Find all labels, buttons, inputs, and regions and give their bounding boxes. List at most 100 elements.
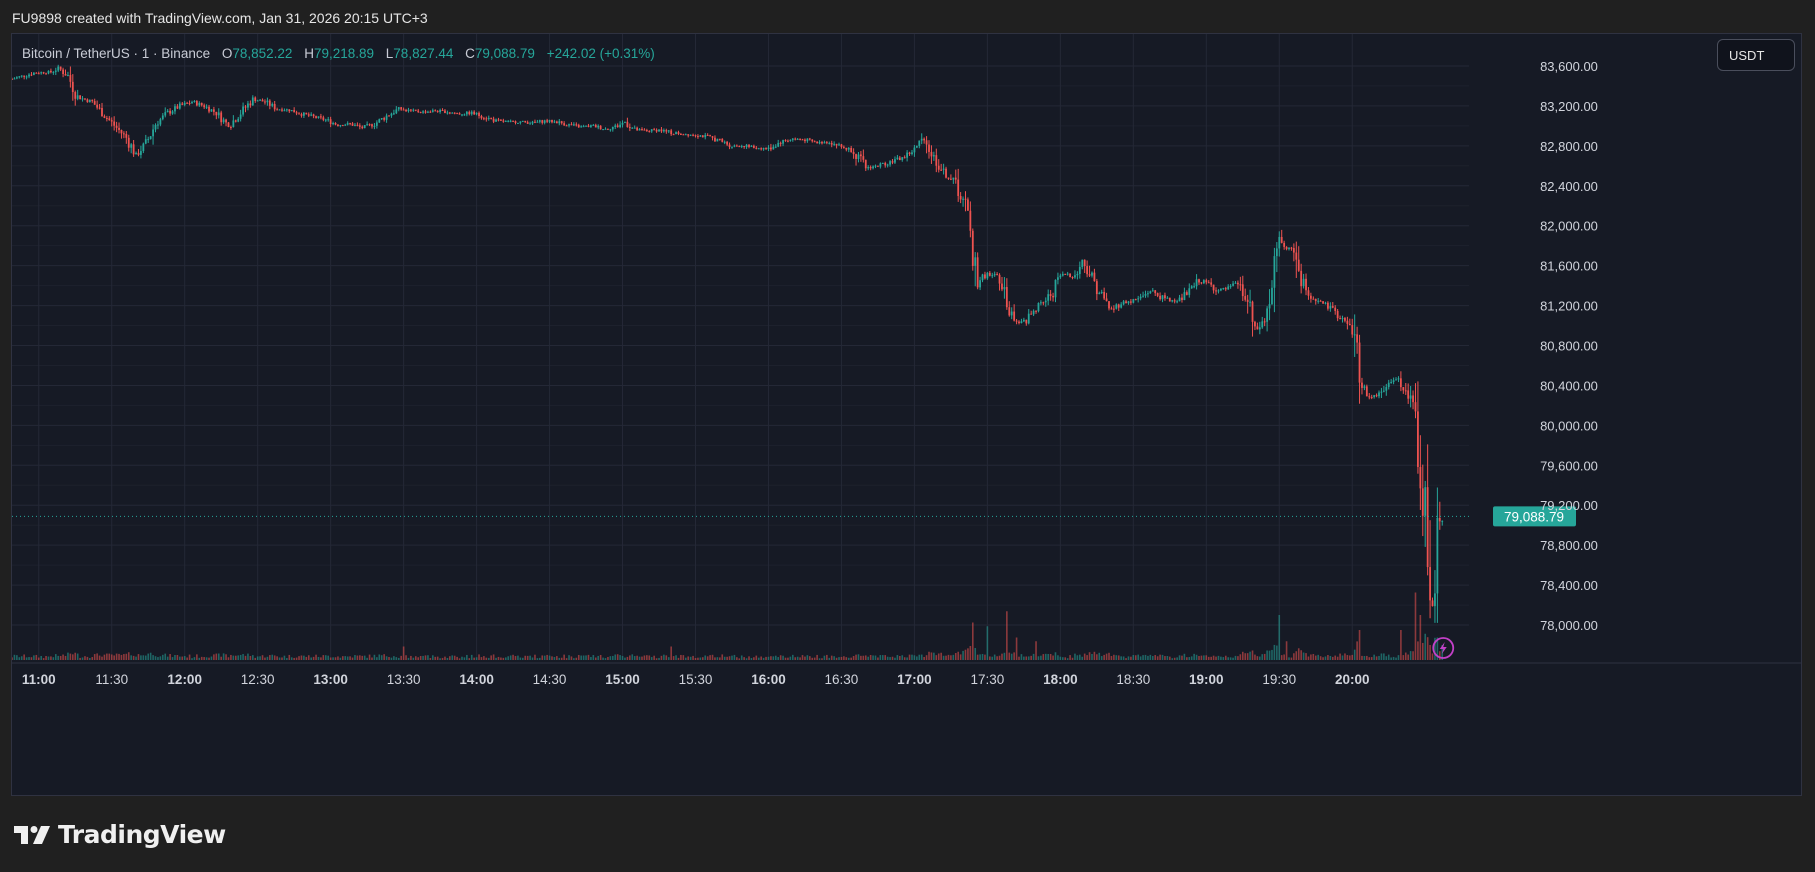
volume-bar xyxy=(1400,630,1402,660)
volume-bar xyxy=(1108,652,1110,660)
candle-body xyxy=(611,126,614,130)
candle-body xyxy=(397,107,400,110)
candle-body xyxy=(526,122,529,124)
candle-body xyxy=(1237,282,1239,285)
volume-bar xyxy=(1057,655,1059,660)
candle-body xyxy=(502,120,505,122)
volume-bar xyxy=(757,657,760,660)
candle-body xyxy=(1110,308,1113,310)
volume-bar xyxy=(714,657,716,660)
volume-bar xyxy=(609,656,612,660)
volume-bar xyxy=(232,655,235,660)
volume-bar xyxy=(531,657,534,660)
candle-body xyxy=(375,122,378,126)
candle-body xyxy=(599,125,602,130)
candle-body xyxy=(200,102,203,106)
candle-body xyxy=(482,118,485,120)
volume-bar xyxy=(563,654,565,660)
volume-bar xyxy=(655,658,658,660)
candle-body xyxy=(818,142,821,144)
candle-body xyxy=(1266,308,1269,322)
volume-bar xyxy=(760,656,762,660)
candle-body xyxy=(706,134,709,136)
volume-bar xyxy=(259,656,261,660)
price-tick-label: 80,400.00 xyxy=(1540,378,1598,393)
volume-bar xyxy=(179,656,181,660)
candle-body xyxy=(1297,259,1300,271)
candle-body xyxy=(337,124,339,127)
candle-body xyxy=(1147,293,1149,295)
volume-bar xyxy=(458,658,461,660)
candle-body xyxy=(147,139,150,141)
volume-bar xyxy=(526,655,529,660)
candle-body xyxy=(76,95,79,99)
candle-body xyxy=(881,163,884,165)
lightning-alert-icon[interactable] xyxy=(1432,637,1455,659)
candle-body xyxy=(468,111,471,115)
volume-bar xyxy=(1069,655,1071,660)
volume-bar xyxy=(840,656,843,660)
volume-bar xyxy=(385,656,388,660)
candle-body xyxy=(268,100,271,106)
volume-bar xyxy=(899,656,901,660)
candle-body xyxy=(54,70,57,72)
volume-bar xyxy=(468,658,471,660)
volume-bar xyxy=(1256,656,1259,660)
volume-bar xyxy=(81,657,84,660)
currency-button[interactable]: USDT xyxy=(1717,39,1795,71)
volume-bar xyxy=(913,655,916,660)
close-value: 79,088.79 xyxy=(474,46,535,61)
volume-bar xyxy=(514,656,517,660)
volume-bar xyxy=(1074,653,1076,660)
candle-body xyxy=(307,114,310,116)
tradingview-logo[interactable]: TradingView xyxy=(14,820,226,849)
candle-body xyxy=(590,125,592,127)
candle-body xyxy=(1064,273,1067,275)
volume-bar xyxy=(791,654,794,660)
candle-body xyxy=(1100,292,1103,294)
volume-bar xyxy=(1259,656,1261,660)
volume-bar xyxy=(1363,656,1366,660)
volume-bar xyxy=(346,656,349,660)
volume-bar xyxy=(731,655,733,660)
alert-ring xyxy=(1432,637,1455,659)
volume-bar xyxy=(930,652,933,660)
candle-body xyxy=(57,66,60,71)
price-chart[interactable]: 79,088.79 78,000.00 78,400.00 78,800.00 79,… xyxy=(12,34,1802,796)
candle-body xyxy=(1176,301,1179,303)
candle-body xyxy=(470,111,473,115)
candle-body xyxy=(872,166,874,169)
candle-body xyxy=(984,274,986,279)
candle-body xyxy=(1438,517,1441,522)
candle-body xyxy=(886,164,889,166)
candle-body xyxy=(894,159,896,163)
volume-bar xyxy=(1266,650,1268,660)
candle-body xyxy=(1300,270,1303,287)
candle-body xyxy=(1341,318,1344,320)
price-tick-label: 83,200.00 xyxy=(1540,99,1598,114)
price-tick-label: 78,800.00 xyxy=(1540,538,1598,553)
candle-body xyxy=(446,112,449,114)
volume-bar xyxy=(1431,653,1434,660)
volume-bar xyxy=(478,654,480,660)
candle-body xyxy=(1263,321,1266,323)
candle-body xyxy=(1054,279,1057,298)
volume-bar xyxy=(799,657,801,660)
volume-bar xyxy=(339,657,342,660)
candle-body xyxy=(565,125,568,127)
volume-bar xyxy=(663,654,665,660)
chart-frame[interactable]: 79,088.79 78,000.00 78,400.00 78,800.00 79,… xyxy=(11,33,1802,796)
volume-bar xyxy=(1419,615,1422,660)
volume-bar xyxy=(575,657,578,660)
volume-bar xyxy=(1171,658,1174,660)
candle-body xyxy=(1042,302,1045,304)
price-tick-label: 81,600.00 xyxy=(1540,259,1598,274)
volume-bar xyxy=(1032,653,1035,660)
candle-body xyxy=(1232,283,1234,286)
candle-body xyxy=(680,133,682,135)
candle-body xyxy=(1241,284,1244,297)
symbol-title[interactable]: Bitcoin / TetherUS · 1 · Binance xyxy=(22,46,211,61)
volume-bar xyxy=(553,657,556,660)
candle-body xyxy=(444,110,446,114)
candle-body xyxy=(757,148,760,150)
